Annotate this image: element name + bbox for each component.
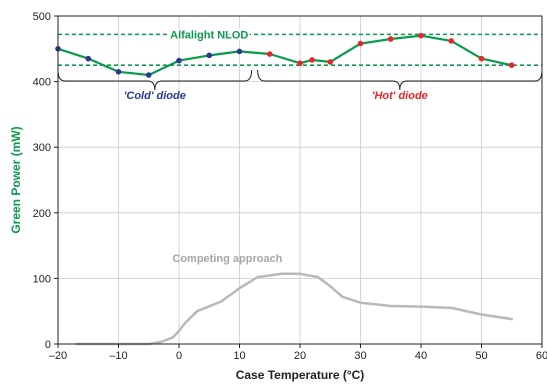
nlod-label: Alfalight NLOD: [170, 29, 248, 41]
nlod-point-7: [266, 51, 273, 57]
nlod-point-15: [478, 55, 485, 62]
x-tick-label-6: 40: [415, 350, 427, 362]
nlod-series: [55, 32, 515, 78]
x-tick-label-7: 50: [475, 350, 487, 362]
hot-diode-bracket: [257, 69, 543, 91]
cold-diode-label: 'Cold' diode: [124, 90, 186, 102]
hot-diode-label: 'Hot' diode: [372, 90, 428, 102]
nlod-point-3: [145, 72, 152, 78]
x-tick-label-3: 10: [233, 350, 245, 362]
tick-labels: –20 –10 0 10 20 30 40 50 60 0 100 200 300 400 500: [33, 11, 547, 362]
y-tick-label-1: 100: [33, 273, 51, 285]
y-tick-label-0: 0: [45, 339, 51, 351]
y-tick-label-2: 200: [33, 208, 51, 220]
nlod-point-16: [508, 62, 515, 68]
y-tick-label-3: 300: [33, 142, 51, 154]
nlod-point-5: [206, 52, 213, 59]
nlod-point-1: [85, 55, 92, 62]
x-tick-label-8: 60: [536, 350, 547, 362]
x-tick-label-0: –20: [49, 350, 67, 362]
nlod-point-6: [236, 48, 243, 55]
nlod-point-9: [309, 57, 315, 63]
nlod-point-8: [297, 60, 303, 67]
x-axis-title: Case Temperature (°C): [236, 368, 365, 382]
competing-series: [74, 272, 514, 346]
x-tick-label-5: 30: [354, 350, 366, 362]
x-tick-label-1: –10: [109, 350, 127, 362]
x-tick-label-4: 20: [294, 350, 306, 362]
y-tick-label-4: 400: [33, 77, 51, 89]
competing-line: [74, 272, 514, 346]
nlod-point-12: [387, 36, 394, 42]
nlod-point-4: [176, 57, 182, 64]
y-axis-title: Green Power (mW): [9, 126, 23, 233]
temperature-brackets: [57, 69, 543, 91]
competing-label: Competing approach: [172, 253, 282, 265]
grid-lines: [58, 16, 542, 344]
cold-diode-bracket: [57, 69, 253, 91]
x-tick-label-2: 0: [176, 350, 182, 362]
nlod-point-10: [327, 59, 334, 65]
nlod-line: [57, 34, 513, 77]
nlod-point-13: [418, 32, 424, 39]
y-tick-label-5: 500: [33, 11, 51, 23]
axes: [54, 15, 543, 348]
nlod-point-14: [448, 38, 455, 44]
nlod-point-11: [357, 40, 364, 47]
nlod-point-2: [115, 68, 122, 75]
